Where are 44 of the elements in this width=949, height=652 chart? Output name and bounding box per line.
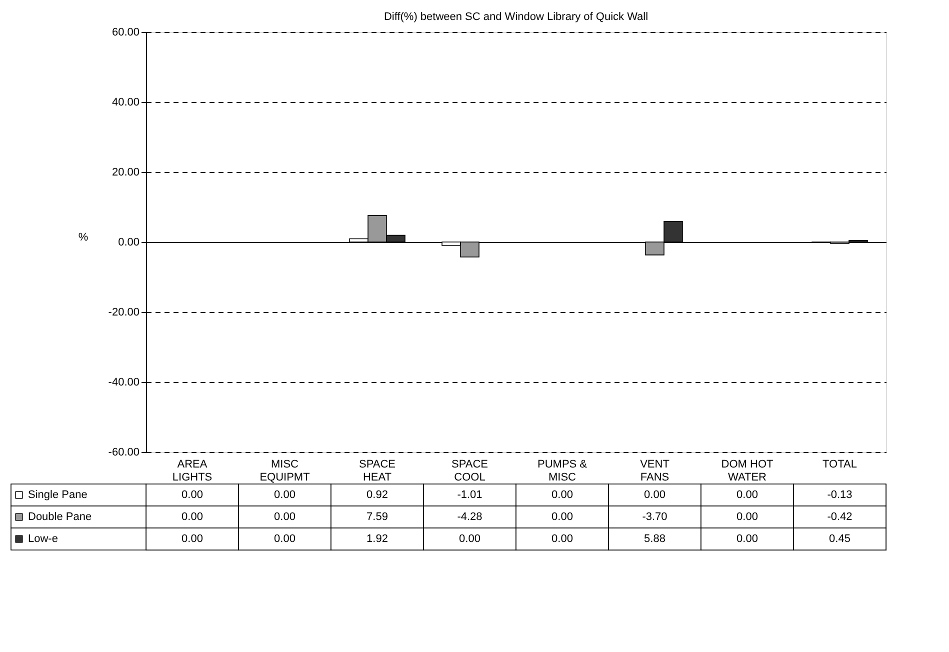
data-label: -1.01 [457,489,482,501]
x-tick-label: DOM HOT WATER [721,458,774,484]
data-label: 0.00 [459,533,480,545]
chart-title: Diff(%) between SC and Window Library of Quick Wall [384,11,648,23]
data-label: 0.92 [366,489,388,501]
data-label: -0.42 [827,511,852,523]
data-label: 0.00 [182,489,203,501]
x-tick-label: SPACE COOL [452,458,488,484]
y-axis-title: % [78,232,88,244]
legend-label: Low-e [28,533,58,545]
data-label: 0.00 [644,489,666,501]
x-tick-label: MISC EQUIPMT [260,458,310,484]
y-tick-label: -40.00 [108,376,140,388]
data-label: 0.00 [274,511,296,523]
data-label: 0.00 [736,533,758,545]
data-label: 7.59 [366,511,388,523]
legend-label: Single Pane [28,489,88,501]
data-label: 0.00 [274,533,296,545]
legend-label: Double Pane [28,511,92,523]
data-label: -3.70 [642,511,668,523]
y-tick-label: 0.00 [118,236,140,248]
x-tick-label: VENT FANS [640,458,670,484]
x-tick-label: SPACE HEAT [359,458,396,484]
data-label: -4.28 [457,511,482,523]
y-tick-label: 60.00 [112,26,140,38]
data-label: 0.00 [736,511,758,523]
y-tick-label: -20.00 [108,306,140,318]
y-tick-label: 40.00 [112,96,140,108]
x-tick-label: PUMPS & MISC [537,458,588,484]
data-label: -0.13 [827,489,852,501]
y-tick-label: -60.00 [108,446,140,458]
data-label: 0.00 [552,511,573,523]
data-label: 0.00 [736,489,758,501]
data-label: 0.00 [274,489,296,501]
data-label: 5.88 [644,533,666,545]
data-label: 0.00 [182,511,203,523]
x-tick-label: AREA LIGHTS [172,458,212,484]
data-label: 0.00 [182,533,203,545]
x-tick-label: TOTAL [822,458,857,470]
data-label: 0.00 [552,489,573,501]
data-label: 1.92 [366,533,388,545]
y-tick-label: 20.00 [112,166,140,178]
data-label: 0.45 [829,533,850,545]
data-label: 0.00 [552,533,573,545]
